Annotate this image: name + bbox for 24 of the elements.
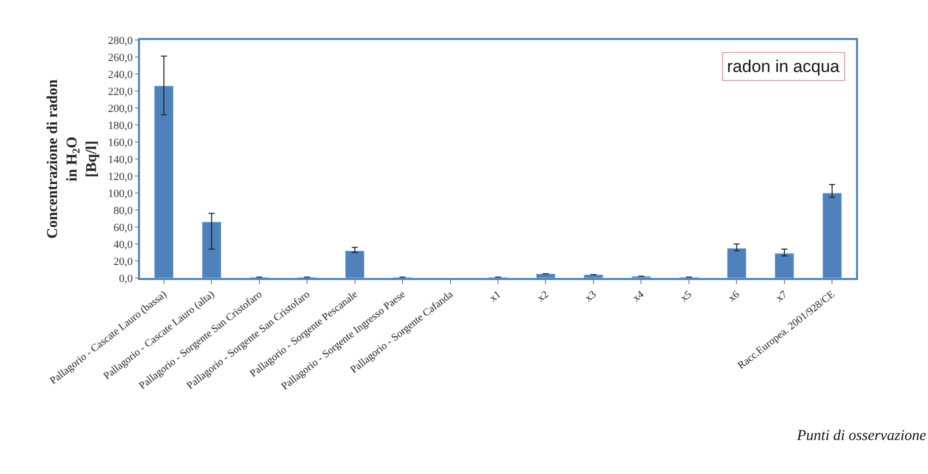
y-tick-label: 220,0	[108, 86, 134, 98]
x-tick-label: x3	[584, 289, 599, 304]
y-tick-label: 40,0	[114, 238, 134, 251]
y-tick-label: 100,0	[108, 188, 134, 200]
x-axis-title: Punti di osservazione	[796, 428, 926, 444]
x-tick-label: x7	[774, 289, 790, 304]
y-tick-label: 260,0	[108, 52, 134, 64]
y-tick-label: 140,0	[108, 154, 134, 166]
y-tick-label: 20,0	[114, 256, 134, 268]
y-tick-label: 60,0	[114, 222, 134, 234]
x-tick-label: x6	[726, 289, 742, 304]
y-tick-label: 80,0	[114, 204, 134, 217]
y-tick-label: 240,0	[108, 68, 134, 81]
text: radon in acqua	[727, 57, 840, 76]
y-tick-label: 280,0	[108, 34, 134, 47]
x-tick-label: x4	[631, 288, 647, 304]
x-tick-label: x5	[678, 289, 694, 304]
y-tick-label: 160,0	[108, 136, 134, 149]
y-tick-label: 0,0	[119, 272, 134, 285]
x-tick-label: x1	[488, 289, 504, 304]
y-tick-label: 120,0	[108, 170, 134, 183]
x-tick-label: x2	[536, 289, 551, 304]
y-tick-label: 180,0	[108, 120, 134, 132]
y-tick-label: 200,0	[108, 102, 134, 115]
